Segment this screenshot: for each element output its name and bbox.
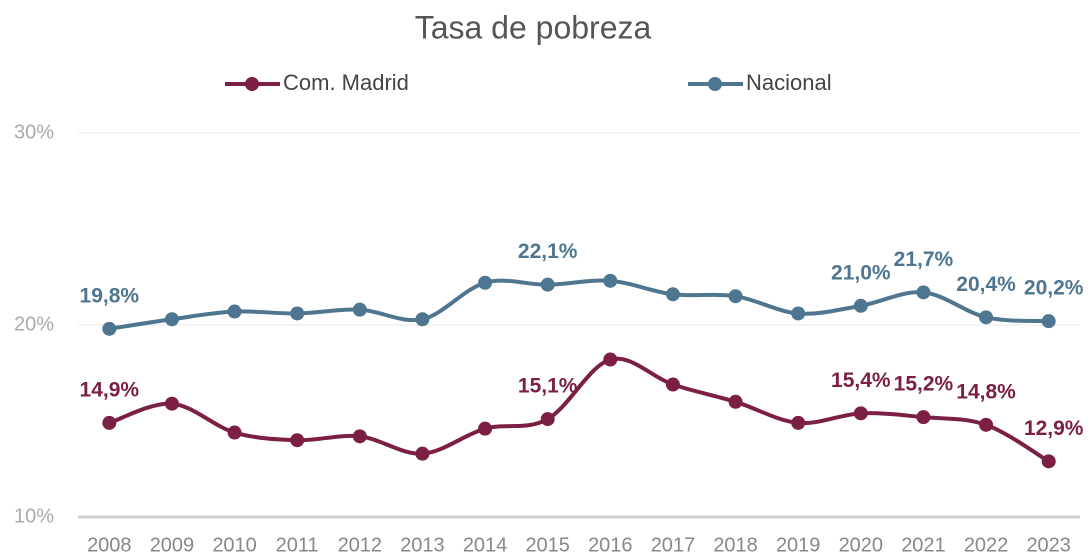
point — [164, 396, 179, 411]
data-label: 14,8% — [956, 380, 1016, 403]
x-tick-label: 2009 — [150, 534, 195, 556]
series-line — [109, 278, 1049, 331]
point — [603, 352, 618, 367]
point — [227, 304, 242, 319]
point — [352, 302, 367, 317]
x-tick-label: 2014 — [463, 534, 508, 556]
point — [791, 415, 806, 430]
point — [853, 298, 868, 313]
data-label: 21,7% — [894, 248, 954, 271]
chart-title: Tasa de pobreza — [415, 9, 652, 45]
legend-label: Com. Madrid — [283, 70, 409, 95]
point — [665, 377, 680, 392]
point — [102, 321, 117, 336]
point — [164, 312, 179, 327]
point — [1041, 454, 1056, 469]
x-tick-label: 2018 — [713, 534, 758, 556]
legend-marker — [245, 77, 259, 91]
point — [415, 312, 430, 327]
data-label: 14,9% — [80, 378, 140, 401]
x-tick-label: 2022 — [964, 534, 1009, 556]
point — [665, 287, 680, 302]
x-tick-label: 2011 — [276, 534, 319, 556]
point — [478, 421, 493, 436]
y-tick-label: 20% — [14, 313, 54, 335]
x-tick-label: 2010 — [212, 534, 257, 556]
data-label: 21,0% — [831, 261, 891, 284]
point — [102, 415, 117, 430]
data-label: 15,4% — [831, 369, 891, 392]
data-label: 20,4% — [956, 273, 1016, 296]
point — [540, 412, 555, 427]
data-label: 15,1% — [518, 375, 578, 398]
point — [603, 273, 618, 288]
x-tick-label: 2015 — [525, 534, 570, 556]
point — [290, 306, 305, 321]
point — [415, 446, 430, 461]
x-tick-label: 2016 — [588, 534, 633, 556]
point — [728, 289, 743, 304]
data-label: 20,2% — [1024, 277, 1084, 300]
legend-label: Nacional — [746, 70, 832, 95]
point — [916, 285, 931, 300]
point — [791, 306, 806, 321]
point — [352, 429, 367, 444]
point — [728, 394, 743, 409]
x-tick-label: 2020 — [839, 534, 884, 556]
x-tick-label: 2012 — [338, 534, 383, 556]
point — [290, 433, 305, 448]
x-tick-label: 2008 — [87, 534, 132, 556]
y-tick-label: 30% — [14, 121, 54, 143]
series-line — [108, 356, 1050, 464]
data-label: 12,9% — [1024, 417, 1084, 440]
legend-marker — [708, 77, 722, 91]
point — [979, 417, 994, 432]
data-label: 22,1% — [518, 240, 578, 263]
point — [853, 406, 868, 421]
point — [1041, 314, 1056, 329]
x-tick-label: 2013 — [400, 534, 445, 556]
data-label: 19,8% — [80, 284, 140, 307]
point — [540, 277, 555, 292]
x-tick-label: 2019 — [776, 534, 821, 556]
data-label: 15,2% — [894, 373, 954, 396]
y-tick-label: 10% — [14, 505, 54, 527]
x-tick-label: 2021 — [901, 534, 946, 556]
x-tick-label: 2023 — [1026, 534, 1071, 556]
point — [478, 275, 493, 290]
point — [227, 425, 242, 440]
point — [916, 410, 931, 425]
point — [979, 310, 994, 325]
x-tick-label: 2017 — [651, 534, 696, 556]
